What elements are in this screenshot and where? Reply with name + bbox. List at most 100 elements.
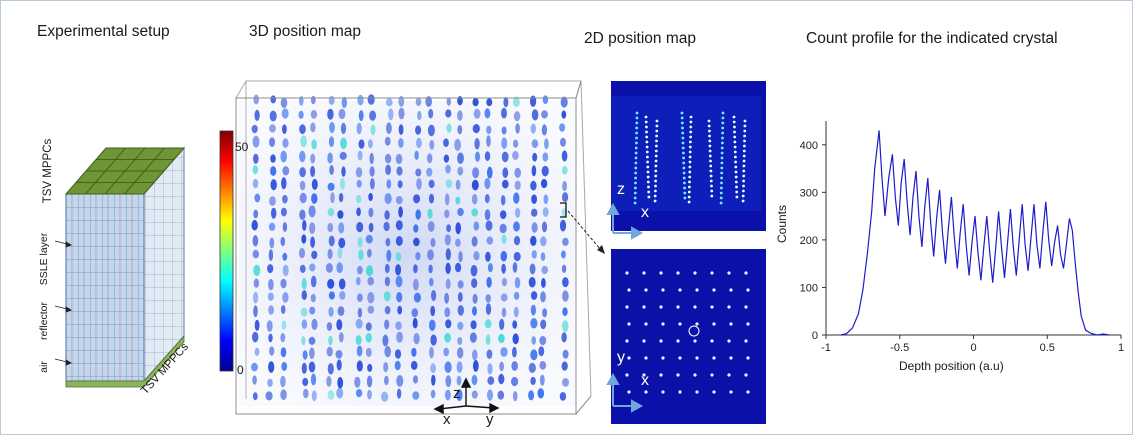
zx-dot bbox=[682, 156, 685, 160]
hotspot bbox=[445, 248, 451, 261]
hotspot bbox=[385, 164, 391, 176]
hotspot bbox=[340, 178, 345, 190]
x-tick-label: 0.5 bbox=[1040, 342, 1055, 354]
hotspot bbox=[301, 278, 307, 290]
yx-dot bbox=[642, 271, 646, 275]
hotspot bbox=[530, 235, 537, 246]
zx-dot bbox=[721, 141, 724, 145]
yx-dot bbox=[625, 373, 629, 377]
zx-dot bbox=[710, 189, 714, 193]
yx-dot bbox=[625, 339, 629, 343]
hotspot bbox=[456, 375, 462, 386]
hotspot bbox=[338, 108, 346, 120]
hotspot bbox=[355, 389, 363, 398]
x-tick-label: 0 bbox=[970, 342, 976, 354]
hotspot bbox=[337, 377, 344, 389]
hotspot bbox=[328, 291, 335, 300]
hotspot bbox=[310, 153, 316, 164]
x-tick-label: -1 bbox=[821, 342, 831, 354]
yx-dot bbox=[627, 322, 631, 326]
hotspot bbox=[395, 264, 402, 276]
hotspot bbox=[358, 249, 364, 261]
zx-dot bbox=[635, 121, 639, 125]
hotspot bbox=[486, 125, 492, 135]
zx-dot bbox=[688, 175, 692, 179]
hotspot bbox=[310, 122, 316, 133]
hotspot bbox=[500, 250, 508, 262]
hotspot bbox=[530, 123, 536, 134]
hotspot bbox=[413, 375, 418, 384]
hotspot bbox=[339, 151, 347, 160]
hotspot bbox=[366, 265, 374, 277]
zx-dot bbox=[742, 184, 745, 188]
hotspot bbox=[501, 137, 508, 149]
hotspot bbox=[357, 94, 364, 106]
zx-dot bbox=[654, 159, 658, 163]
hotspot bbox=[251, 124, 258, 134]
hotspot bbox=[540, 319, 547, 330]
hotspot bbox=[327, 390, 335, 400]
hotspot bbox=[384, 319, 390, 330]
hotspot bbox=[310, 293, 316, 303]
hotspot bbox=[281, 108, 289, 119]
hotspot bbox=[457, 125, 463, 135]
hotspot bbox=[271, 207, 277, 219]
hotspot bbox=[484, 151, 491, 162]
hotspot bbox=[252, 331, 259, 343]
hotspot bbox=[281, 320, 287, 330]
hotspot bbox=[528, 390, 535, 401]
hotspot bbox=[396, 166, 403, 176]
hotspot bbox=[501, 277, 507, 287]
zx-dot bbox=[635, 116, 639, 120]
hotspot bbox=[338, 332, 344, 343]
hotspot bbox=[326, 322, 333, 331]
hotspot bbox=[471, 208, 479, 217]
hotspot bbox=[512, 333, 519, 345]
hotspot bbox=[337, 247, 343, 259]
yx-dot bbox=[712, 356, 716, 360]
hotspot bbox=[265, 391, 273, 401]
hotspot bbox=[308, 361, 316, 373]
hotspot bbox=[355, 167, 363, 178]
hotspot bbox=[472, 293, 478, 304]
hotspot bbox=[367, 276, 375, 286]
zx-dot bbox=[721, 111, 725, 115]
axis3d-z-label: z bbox=[453, 385, 461, 402]
hotspot bbox=[368, 139, 373, 149]
hotspot bbox=[253, 264, 261, 277]
colorbar bbox=[219, 130, 234, 372]
zx-dot bbox=[681, 136, 685, 140]
hotspot bbox=[443, 138, 449, 147]
hotspot bbox=[486, 276, 492, 288]
hotspot bbox=[398, 138, 404, 148]
selected-crystal-circle bbox=[688, 325, 700, 337]
hotspot bbox=[513, 139, 519, 148]
zx-dot bbox=[634, 161, 638, 165]
hotspot bbox=[282, 264, 289, 277]
hotspot bbox=[561, 320, 569, 333]
zx-dot bbox=[655, 119, 659, 123]
yx-dot bbox=[642, 305, 646, 309]
hotspot bbox=[269, 137, 276, 148]
hotspot bbox=[370, 178, 375, 190]
hotspot bbox=[540, 236, 547, 247]
hotspot bbox=[426, 167, 433, 177]
hotspot bbox=[428, 179, 435, 189]
chart-ylabel: Counts bbox=[775, 204, 789, 244]
hotspot bbox=[500, 195, 506, 206]
hotspot bbox=[513, 291, 520, 300]
zx-dot bbox=[689, 125, 693, 129]
zx-dot bbox=[633, 201, 637, 205]
hotspot bbox=[429, 277, 434, 287]
zx-dot bbox=[655, 139, 658, 143]
zx-dot bbox=[633, 196, 637, 200]
hotspot bbox=[253, 94, 259, 105]
zx-dot bbox=[721, 136, 724, 140]
hotspot bbox=[268, 278, 274, 291]
hotspot bbox=[383, 221, 390, 232]
yx-dot bbox=[659, 305, 663, 309]
zx-dot bbox=[682, 171, 686, 175]
hotspot bbox=[430, 363, 436, 374]
hotspot bbox=[512, 96, 520, 108]
hotspot bbox=[358, 110, 364, 122]
